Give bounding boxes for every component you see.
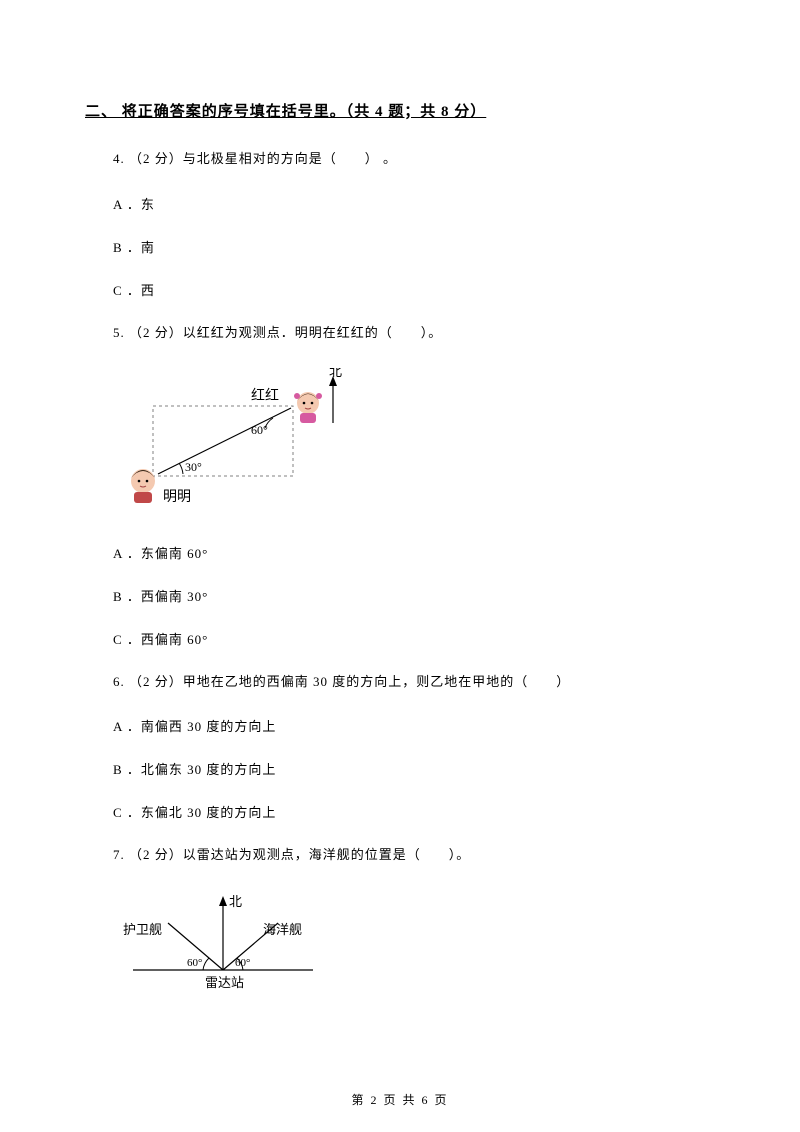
arc-30 <box>179 463 183 474</box>
q5-optA: A ．东偏南 60° <box>113 543 715 562</box>
q7-figure: 北 60° 60° 护卫舰 海洋舰 雷达站 <box>113 890 715 1005</box>
q5-optB: B ．西偏南 30° <box>113 586 715 605</box>
mingming-label: 明明 <box>163 490 191 505</box>
q4-optA: A ．东 <box>113 194 715 213</box>
diagonal-line <box>158 408 291 474</box>
q7-arcL <box>203 958 209 970</box>
angle-60-label: 60° <box>251 423 268 437</box>
q5-optC: C ．西偏南 60° <box>113 629 715 648</box>
q7-angleR: 60° <box>235 957 250 969</box>
q7-radar-label: 雷达站 <box>205 975 244 990</box>
section-title: 二、 将正确答案的序号填在括号里。（共 4 题；共 8 分） <box>85 100 715 121</box>
honghong-label: 红红 <box>251 388 279 404</box>
q7-north-label: 北 <box>229 894 242 909</box>
north-label: 北 <box>329 368 342 379</box>
mingming-icon <box>131 469 155 503</box>
q5-text: 5. （2 分）以红红为观测点．明明在红红的（ ）。 <box>113 323 715 344</box>
q7-text: 7. （2 分）以雷达站为观测点，海洋舰的位置是（ ）。 <box>113 845 715 866</box>
q4-text: 4. （2 分）与北极星相对的方向是（ ） 。 <box>113 149 715 170</box>
q5-figure: 北 30° 60° 红红 <box>113 368 715 523</box>
q6-text: 6. （2 分）甲地在乙地的西偏南 30 度的方向上，则乙地在甲地的（ ） <box>113 672 715 693</box>
honghong-icon <box>294 392 322 423</box>
q7-diagram: 北 60° 60° 护卫舰 海洋舰 雷达站 <box>113 890 343 1000</box>
page-content: 二、 将正确答案的序号填在括号里。（共 4 题；共 8 分） 4. （2 分）与… <box>0 0 800 1005</box>
q4-optC: C ．西 <box>113 280 715 299</box>
page-footer: 第 2 页 共 6 页 <box>0 1091 800 1108</box>
q4-optB: B ．南 <box>113 237 715 256</box>
q6-optA: A ．南偏西 30 度的方向上 <box>113 716 715 735</box>
q7-angleL: 60° <box>187 957 202 969</box>
q7-haiyang-label: 海洋舰 <box>263 922 302 937</box>
angle-30-label: 30° <box>185 460 202 474</box>
q5-diagram: 北 30° 60° 红红 <box>113 368 373 518</box>
q6-optC: C ．东偏北 30 度的方向上 <box>113 802 715 821</box>
q7-north-arrowhead <box>219 896 227 906</box>
q6-optB: B ．北偏东 30 度的方向上 <box>113 759 715 778</box>
q7-huwei-label: 护卫舰 <box>123 922 162 937</box>
